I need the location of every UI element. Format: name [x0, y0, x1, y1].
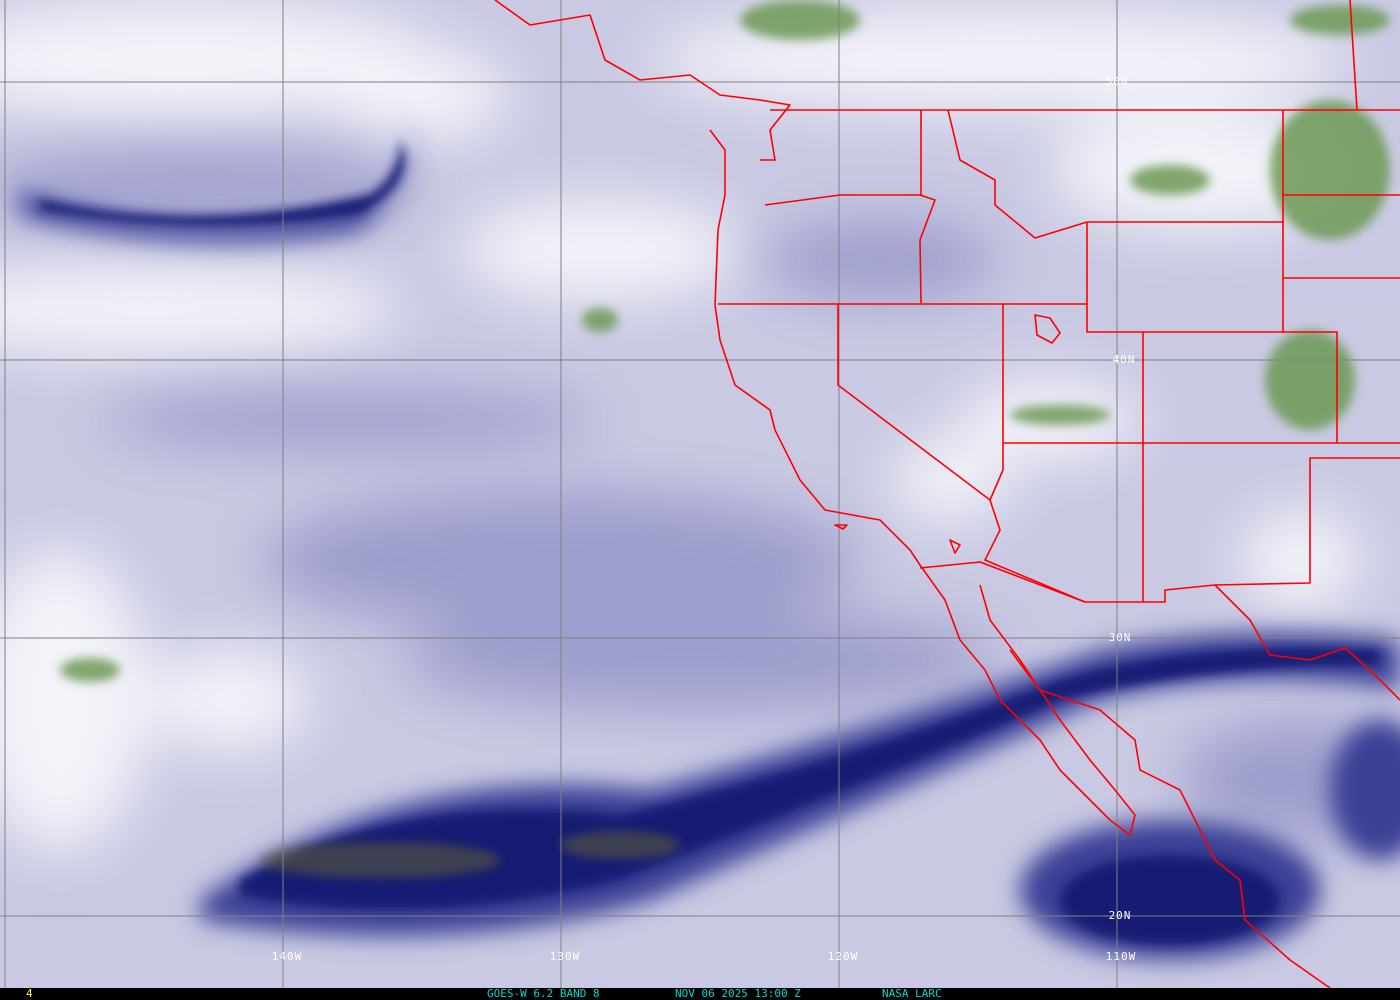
- washington-oregon-border: [764, 194, 936, 304]
- lon-label-110w: 110W: [1105, 950, 1137, 963]
- image-caption-bar: 4 GOES-W 6.2 BAND 8 NOV 06 2025 13:00 Z …: [0, 988, 1400, 1000]
- lon-label-120w: 120W: [827, 950, 859, 963]
- lat-label-20n: 20N: [1108, 909, 1132, 922]
- lat-label-50n: 50N: [1105, 75, 1129, 88]
- image-credit: NASA LARC: [882, 987, 942, 1000]
- coastline-canada: [494, 0, 791, 161]
- utah-wyoming-border: [1086, 222, 1144, 602]
- coastline-mainland-mexico: [1009, 649, 1331, 988]
- frame-index: 4: [26, 987, 33, 1000]
- lon-label-130w: 130W: [549, 950, 581, 963]
- political-boundaries: [494, 0, 1400, 988]
- image-datetime: NOV 06 2025 13:00 Z: [675, 987, 801, 1000]
- lat-label-30n: 30N: [1108, 631, 1132, 644]
- lat-label-40n: 40N: [1112, 353, 1136, 366]
- coastline-mexico-east: [1214, 584, 1400, 701]
- satellite-product: GOES-W 6.2 BAND 8: [487, 987, 600, 1000]
- us-mexico-border-west: [919, 561, 1086, 603]
- arizona-border: [984, 457, 1400, 603]
- moisture-field: [0, 0, 1400, 960]
- lon-label-140w: 140W: [271, 950, 303, 963]
- coastline-us-mexico: [709, 129, 1136, 836]
